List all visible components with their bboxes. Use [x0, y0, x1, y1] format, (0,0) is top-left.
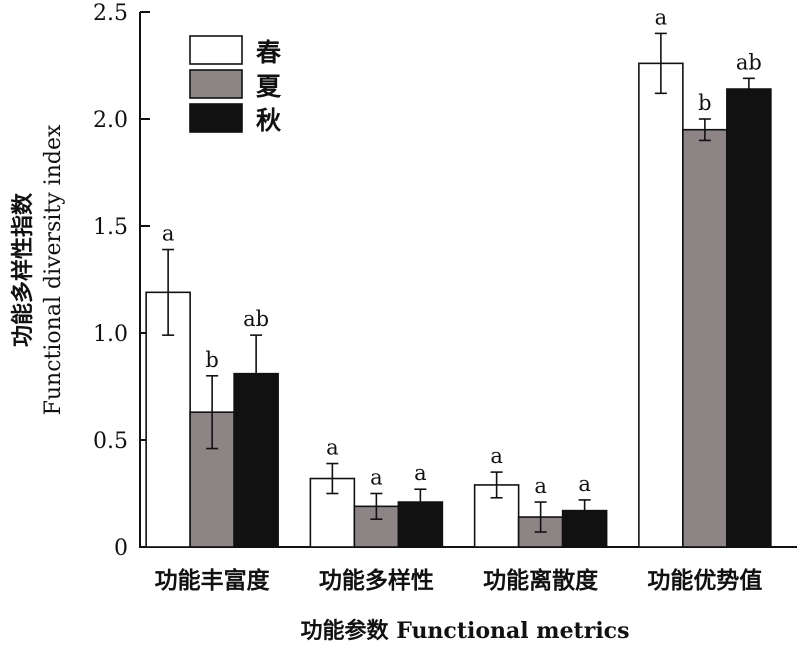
legend-label: 秋: [256, 106, 282, 135]
category-label: 功能多样性: [319, 567, 434, 594]
legend: 春夏秋: [189, 35, 282, 135]
legend-label: 夏: [256, 72, 282, 101]
significance-label: a: [370, 466, 383, 490]
legend-swatch: [189, 69, 243, 99]
y-tick-label: 0.5: [93, 429, 128, 454]
legend-label: 春: [256, 38, 281, 67]
significance-label: b: [205, 348, 218, 372]
axes: 0 0.5 1.0 1.5 2.0 2.5 功能丰富度 功能多样性 功能离散度 功能优势值: [93, 1, 797, 594]
y-tick-label: 0: [114, 536, 128, 561]
significance-label: b: [698, 91, 711, 115]
significance-label: a: [534, 474, 547, 498]
legend-swatch: [189, 103, 243, 133]
y-tick-label: 2.0: [93, 108, 128, 133]
x-axis-title: 功能参数 Functional metrics: [301, 618, 630, 644]
significance-label: a: [326, 436, 339, 460]
significance-label: a: [490, 444, 503, 468]
significance-label: a: [414, 461, 427, 485]
y-tick-label: 1.5: [93, 215, 128, 240]
significance-label: ab: [243, 307, 269, 331]
category-label: 功能离散度: [483, 567, 599, 594]
y-tick-label: 2.5: [93, 1, 128, 26]
bar: [638, 62, 684, 548]
legend-swatch: [189, 35, 243, 65]
bar: [726, 88, 772, 548]
y-tick-label: 1.0: [93, 322, 128, 347]
category-label: 功能优势值: [647, 567, 762, 594]
bar: [682, 128, 728, 548]
y-axis-title-en: Functional diversity index: [41, 124, 66, 415]
significance-label: a: [578, 472, 591, 496]
significance-label: a: [655, 5, 668, 29]
y-axis-title-cn: 功能多样性指数: [10, 192, 36, 347]
significance-label: a: [162, 222, 175, 246]
significance-label: ab: [736, 50, 762, 74]
category-label: 功能丰富度: [155, 567, 271, 594]
axis-titles: 功能多样性指数 Functional diversity index 功能参数 …: [10, 124, 629, 644]
